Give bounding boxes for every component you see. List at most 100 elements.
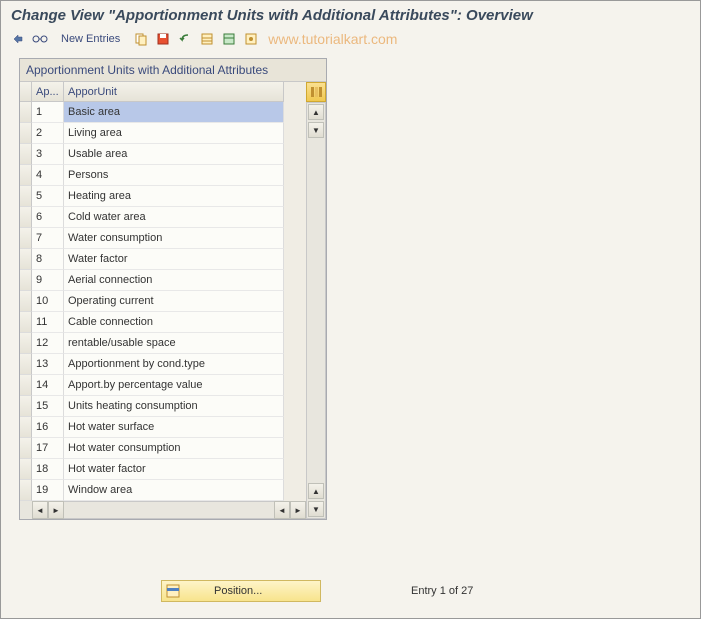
cell-apporunit[interactable]: Persons (64, 165, 284, 186)
row-selector[interactable] (20, 102, 32, 123)
table-row[interactable]: 18Hot water factor (20, 459, 306, 480)
cell-apporunit[interactable]: Aerial connection (64, 270, 284, 291)
cell-apporunit[interactable]: Basic area (64, 102, 284, 123)
toggle-icon[interactable] (9, 30, 27, 48)
undo-icon[interactable] (176, 30, 194, 48)
cell-apporunit[interactable]: Units heating consumption (64, 396, 284, 417)
scroll-up-icon[interactable]: ▲ (308, 104, 324, 120)
cell-apporunit[interactable]: Window area (64, 480, 284, 501)
row-selector[interactable] (20, 417, 32, 438)
cell-apporunit[interactable]: Operating current (64, 291, 284, 312)
scroll-left-icon[interactable]: ◄ (32, 501, 48, 519)
row-selector[interactable] (20, 165, 32, 186)
cell-apporunit[interactable]: Hot water consumption (64, 438, 284, 459)
cell-app[interactable]: 18 (32, 459, 64, 480)
table-row[interactable]: 15Units heating consumption (20, 396, 306, 417)
row-selector[interactable] (20, 396, 32, 417)
cell-app[interactable]: 1 (32, 102, 64, 123)
table-row[interactable]: 3Usable area (20, 144, 306, 165)
row-selector[interactable] (20, 438, 32, 459)
row-selector[interactable] (20, 228, 32, 249)
select-all-header[interactable] (20, 82, 32, 102)
cell-app[interactable]: 11 (32, 312, 64, 333)
table-row[interactable]: 4Persons (20, 165, 306, 186)
row-selector[interactable] (20, 459, 32, 480)
horizontal-scrollbar[interactable]: ◄ ► ◄ ► (20, 501, 306, 519)
table-row[interactable]: 12rentable/usable space (20, 333, 306, 354)
row-selector[interactable] (20, 186, 32, 207)
table-row[interactable]: 10Operating current (20, 291, 306, 312)
table-row[interactable]: 7Water consumption (20, 228, 306, 249)
table-row[interactable]: 19Window area (20, 480, 306, 501)
table-row[interactable]: 1Basic area (20, 102, 306, 123)
row-selector[interactable] (20, 123, 32, 144)
new-entries-button[interactable]: New Entries (55, 33, 126, 45)
copy-icon[interactable] (132, 30, 150, 48)
cell-apporunit[interactable]: Water factor (64, 249, 284, 270)
row-selector[interactable] (20, 270, 32, 291)
row-selector[interactable] (20, 375, 32, 396)
cell-app[interactable]: 15 (32, 396, 64, 417)
vertical-scrollbar[interactable]: ▲ ▼ ▲ ▼ (306, 102, 326, 519)
scroll-down-icon[interactable]: ▼ (308, 501, 324, 517)
table-row[interactable]: 14Apport.by percentage value (20, 375, 306, 396)
cell-app[interactable]: 5 (32, 186, 64, 207)
cell-apporunit[interactable]: Hot water factor (64, 459, 284, 480)
cell-apporunit[interactable]: Cold water area (64, 207, 284, 228)
cell-app[interactable]: 14 (32, 375, 64, 396)
cell-app[interactable]: 10 (32, 291, 64, 312)
scroll-left-end-icon[interactable]: ◄ (274, 501, 290, 519)
row-selector[interactable] (20, 333, 32, 354)
cell-app[interactable]: 9 (32, 270, 64, 291)
cell-app[interactable]: 16 (32, 417, 64, 438)
row-selector[interactable] (20, 312, 32, 333)
table-row[interactable]: 13Apportionment by cond.type (20, 354, 306, 375)
cell-app[interactable]: 13 (32, 354, 64, 375)
table-row[interactable]: 2Living area (20, 123, 306, 144)
cell-app[interactable]: 12 (32, 333, 64, 354)
cell-app[interactable]: 8 (32, 249, 64, 270)
table-row[interactable]: 6Cold water area (20, 207, 306, 228)
cell-app[interactable]: 7 (32, 228, 64, 249)
col-app-header[interactable]: Ap... (32, 82, 64, 102)
row-selector[interactable] (20, 480, 32, 501)
table-row[interactable]: 8Water factor (20, 249, 306, 270)
cell-apporunit[interactable]: Hot water surface (64, 417, 284, 438)
cell-apporunit[interactable]: Apportionment by cond.type (64, 354, 284, 375)
cell-apporunit[interactable]: rentable/usable space (64, 333, 284, 354)
row-selector[interactable] (20, 249, 32, 270)
cell-app[interactable]: 19 (32, 480, 64, 501)
cell-apporunit[interactable]: Apport.by percentage value (64, 375, 284, 396)
position-button[interactable]: Position... (161, 580, 321, 602)
scroll-right-icon[interactable]: ► (290, 501, 306, 519)
select-all-icon[interactable] (198, 30, 216, 48)
cell-apporunit[interactable]: Living area (64, 123, 284, 144)
table-row[interactable]: 11Cable connection (20, 312, 306, 333)
row-selector[interactable] (20, 291, 32, 312)
cell-app[interactable]: 3 (32, 144, 64, 165)
cell-app[interactable]: 17 (32, 438, 64, 459)
scroll-up-end-icon[interactable]: ▲ (308, 483, 324, 499)
cell-apporunit[interactable]: Water consumption (64, 228, 284, 249)
table-settings-icon[interactable] (306, 82, 326, 102)
table-row[interactable]: 5Heating area (20, 186, 306, 207)
table-row[interactable]: 16Hot water surface (20, 417, 306, 438)
row-selector[interactable] (20, 207, 32, 228)
scroll-down-step-icon[interactable]: ▼ (308, 122, 324, 138)
cell-app[interactable]: 2 (32, 123, 64, 144)
glasses-icon[interactable] (31, 30, 49, 48)
delimit-icon[interactable] (242, 30, 260, 48)
cell-app[interactable]: 6 (32, 207, 64, 228)
save-var-icon[interactable] (154, 30, 172, 48)
table-row[interactable]: 9Aerial connection (20, 270, 306, 291)
scroll-right-inner-icon[interactable]: ► (48, 501, 64, 519)
deselect-icon[interactable] (220, 30, 238, 48)
cell-apporunit[interactable]: Usable area (64, 144, 284, 165)
row-selector[interactable] (20, 144, 32, 165)
cell-app[interactable]: 4 (32, 165, 64, 186)
col-apporunit-header[interactable]: ApporUnit (64, 82, 284, 102)
row-selector[interactable] (20, 354, 32, 375)
cell-apporunit[interactable]: Cable connection (64, 312, 284, 333)
table-row[interactable]: 17Hot water consumption (20, 438, 306, 459)
cell-apporunit[interactable]: Heating area (64, 186, 284, 207)
